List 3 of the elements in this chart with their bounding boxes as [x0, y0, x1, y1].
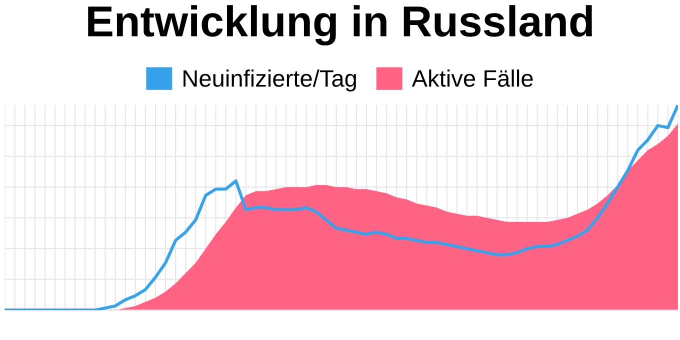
chart-title: Entwicklung in Russland — [88, 5, 592, 46]
legend-label: Neuinfizierte/Tag — [184, 69, 356, 92]
legend-label: Aktive Fälle — [412, 69, 533, 87]
